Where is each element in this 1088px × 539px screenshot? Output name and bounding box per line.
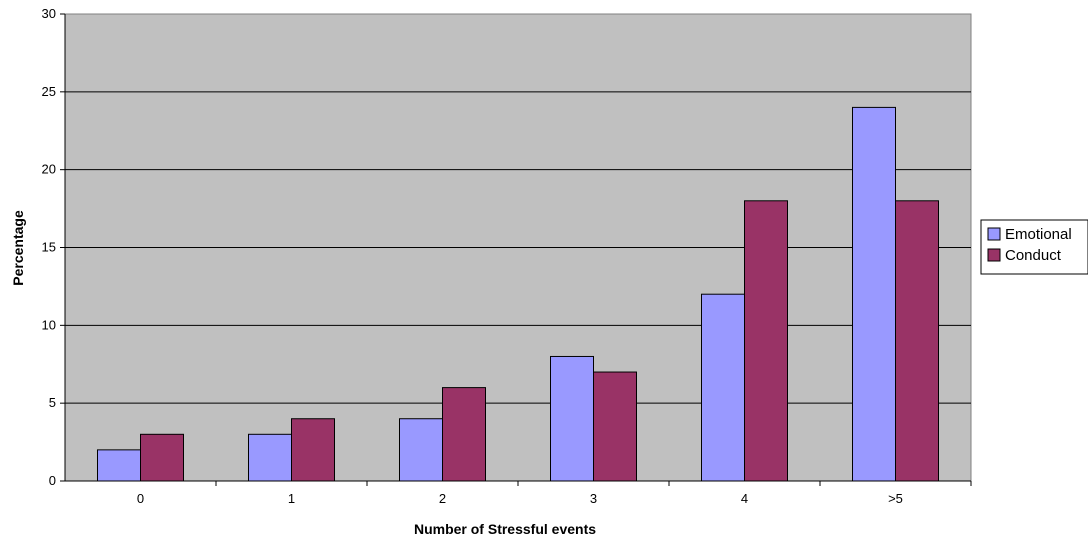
bar-emotional-3	[550, 355, 594, 482]
x-tick-label: 2	[439, 491, 446, 506]
y-tick-label: 15	[42, 240, 56, 255]
bar-emotional-5	[852, 106, 896, 482]
bar-emotional-1	[248, 433, 292, 482]
bar-conduct-2	[442, 387, 486, 482]
y-tick-labels: 0 5 10 15 20 25 30	[42, 6, 56, 488]
bars	[97, 106, 939, 482]
legend-label-conduct: Conduct	[1005, 247, 1062, 264]
legend-label-emotional: Emotional	[1005, 226, 1072, 243]
x-axis-title: Number of Stressful events	[414, 521, 596, 537]
bar-conduct-5	[895, 200, 939, 482]
bar-conduct-3	[593, 371, 637, 482]
x-tick-label: 3	[590, 491, 597, 506]
x-tick-label: 1	[288, 491, 295, 506]
y-axis-title: Percentage	[10, 210, 26, 286]
bar-conduct-4	[744, 200, 788, 482]
axes	[60, 13, 972, 486]
y-tick-label: 30	[42, 6, 56, 21]
y-tick-label: 25	[42, 84, 56, 99]
bar-emotional-2	[399, 418, 443, 482]
x-tick-label: >5	[888, 491, 903, 506]
legend: Emotional Conduct	[980, 219, 1088, 275]
y-tick-label: 5	[49, 395, 56, 410]
bar-conduct-1	[291, 418, 335, 482]
y-tick-label: 10	[42, 317, 56, 332]
legend-swatch-conduct	[987, 248, 1001, 262]
y-tick-label: 20	[42, 162, 56, 177]
legend-swatch-emotional	[987, 227, 1001, 241]
bar-emotional-0	[97, 449, 141, 482]
gridlines	[65, 91, 971, 404]
bar-emotional-4	[701, 293, 745, 482]
x-tick-label: 4	[741, 491, 748, 506]
y-tick-label: 0	[49, 473, 56, 488]
x-tick-labels: 0 1 2 3 4 >5	[137, 491, 903, 506]
x-tick-label: 0	[137, 491, 144, 506]
bar-conduct-0	[140, 433, 184, 482]
